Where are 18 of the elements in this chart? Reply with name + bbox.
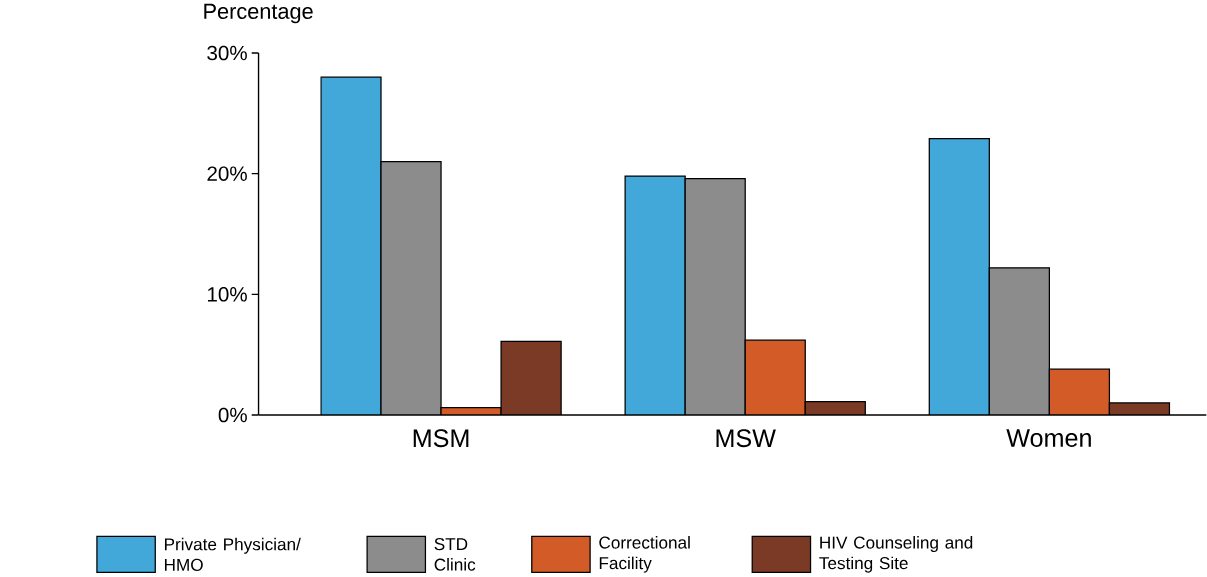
legend-label: Correctional Facility xyxy=(599,536,690,573)
legend-label: Private Physician/ HMO xyxy=(164,537,301,572)
x-tick-label: MSM xyxy=(413,429,469,448)
bar xyxy=(928,138,990,416)
bar xyxy=(625,176,686,416)
y-axis-title: Percentage xyxy=(204,3,313,24)
y-tick-label: 0% xyxy=(218,407,247,423)
y-tick-label: 30% xyxy=(207,45,247,61)
legend-label: HIV Counseling and Testing Site xyxy=(819,536,973,573)
bar xyxy=(1048,368,1111,416)
x-tick-label: Women xyxy=(1006,429,1091,448)
bar xyxy=(320,77,381,416)
bar xyxy=(501,341,562,416)
y-tick-label: 10% xyxy=(208,287,247,302)
y-tick-label: 20% xyxy=(207,166,247,182)
x-tick-label: MSW xyxy=(716,429,776,448)
legend-label: STD Clinic xyxy=(434,538,476,571)
bar xyxy=(745,340,806,416)
